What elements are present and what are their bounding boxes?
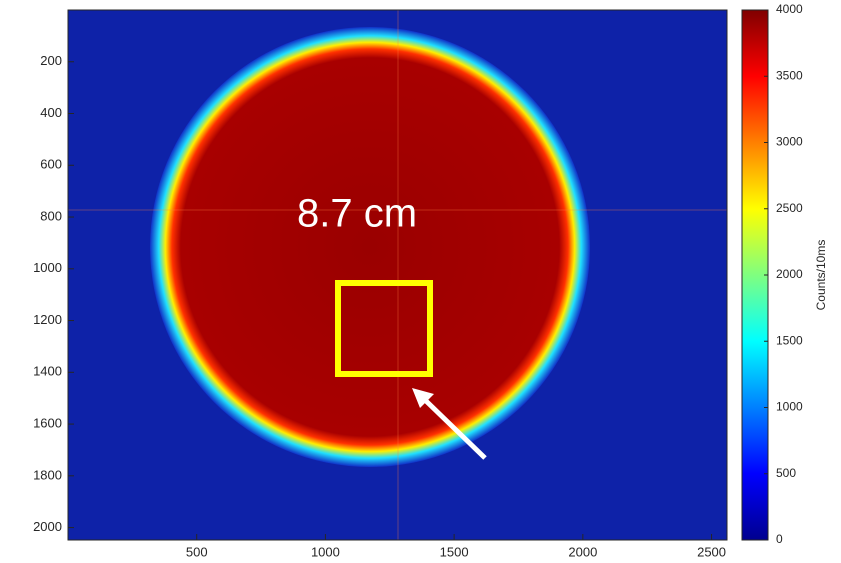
- chart: 8.7 cm Counts/10ms 500100015002000250020…: [0, 0, 841, 563]
- x-tick-label: 1000: [311, 544, 340, 559]
- colorbar-tick-label: 3000: [776, 135, 803, 149]
- y-tick-label: 1800: [33, 467, 62, 482]
- y-tick-label: 1400: [33, 364, 62, 379]
- beam-spot: [150, 27, 590, 467]
- annotation: 8.7 cm: [297, 192, 417, 236]
- colorbar-tick-label: 1500: [776, 333, 803, 347]
- colorbar-label: Counts/10ms: [814, 240, 828, 311]
- y-tick-label: 1600: [33, 416, 62, 431]
- y-tick-label: 2000: [33, 519, 62, 534]
- x-tick-label: 500: [186, 544, 208, 559]
- colorbar-tick-label: 2500: [776, 201, 803, 215]
- y-tick-label: 600: [40, 157, 62, 172]
- y-tick-label: 400: [40, 105, 62, 120]
- colorbar-tick-label: 500: [776, 466, 796, 480]
- colorbar-tick-label: 0: [776, 532, 783, 546]
- x-tick-label: 1500: [440, 544, 469, 559]
- y-tick-label: 1000: [33, 260, 62, 275]
- y-tick-label: 800: [40, 208, 62, 223]
- x-tick-label: 2000: [568, 544, 597, 559]
- x-tick-label: 2500: [697, 544, 726, 559]
- colorbar-tick-label: 2000: [776, 267, 803, 281]
- y-tick-label: 200: [40, 53, 62, 68]
- y-tick-label: 1200: [33, 312, 62, 327]
- colorbar-tick-label: 3500: [776, 68, 803, 82]
- colorbar-tick-label: 4000: [776, 2, 803, 16]
- colorbar-tick-label: 1000: [776, 400, 803, 414]
